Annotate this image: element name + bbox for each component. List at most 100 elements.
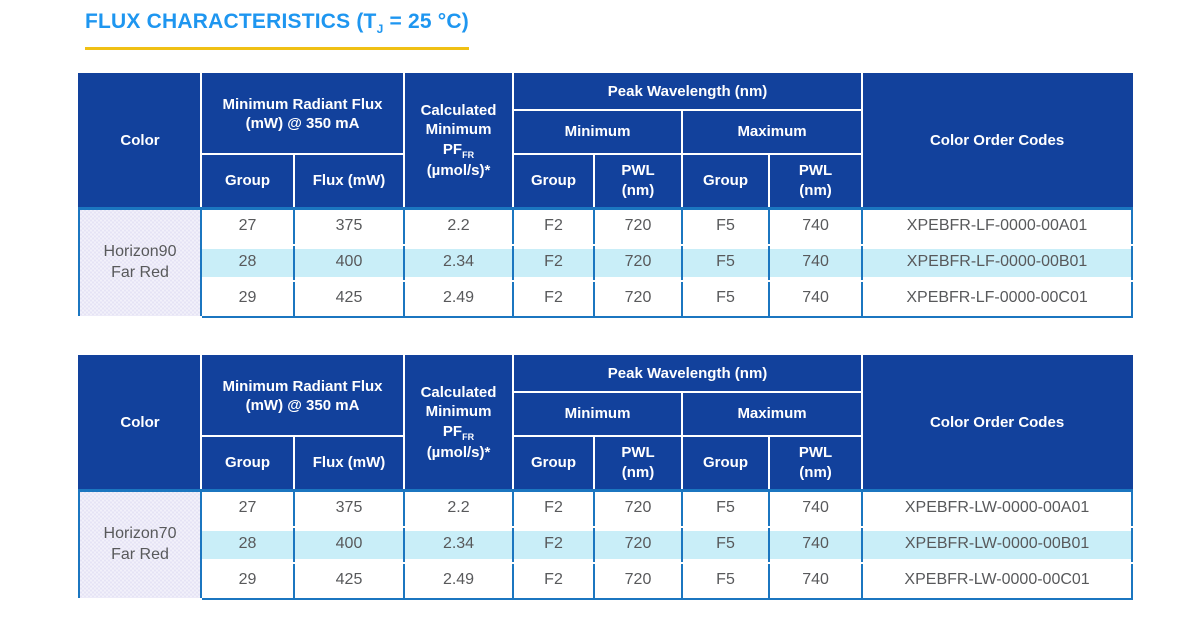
table-cell: F2	[512, 561, 596, 600]
order-code-cell: XPEBFR-LF-0000-00B01	[861, 243, 1134, 282]
pf-fr-subscript: FR	[462, 149, 475, 160]
header-group-flux: Group	[200, 435, 295, 491]
table-header: Color Minimum Radiant Flux (mW) @ 350 mA…	[78, 355, 1134, 491]
table-cell: 720	[593, 488, 684, 528]
header-pwl-max: PWL (nm)	[768, 153, 864, 209]
table-cell: 400	[292, 525, 406, 564]
header-row: Minimum Maximum	[79, 391, 1132, 437]
page-title-suffix: = 25 °C)	[383, 10, 469, 33]
table-cell: 740	[768, 243, 864, 282]
page-title-subscript: J	[376, 22, 384, 37]
header-row: Minimum Maximum	[79, 109, 1132, 155]
header-minimum: Minimum	[512, 391, 684, 437]
header-pwl-min: PWL (nm)	[593, 153, 684, 209]
header-maximum: Maximum	[681, 109, 864, 155]
table-cell: 425	[292, 561, 406, 600]
table-cell: 740	[768, 206, 864, 246]
table-cell: F5	[681, 279, 771, 318]
table-cell: F2	[512, 206, 596, 246]
table-cell: 720	[593, 243, 684, 282]
table-cell: 29	[200, 279, 295, 318]
color-cell: Horizon90 Far Red	[78, 206, 202, 318]
table-cell: 720	[593, 525, 684, 564]
table-body: Horizon70 Far Red 27 375 2.2 F2 720 F5 740 XPEBF…	[78, 488, 1134, 600]
flux-table-horizon90: Color Minimum Radiant Flux (mW) @ 350 mA…	[78, 73, 1134, 318]
table-cell: F5	[681, 243, 771, 282]
header-maximum: Maximum	[681, 391, 864, 437]
calc-min-text: Calculated Minimum PF	[420, 101, 497, 158]
order-code-cell: XPEBFR-LF-0000-00C01	[861, 279, 1134, 318]
order-code-cell: XPEBFR-LF-0000-00A01	[861, 206, 1134, 246]
header-group-flux: Group	[200, 153, 295, 209]
table-cell: 720	[593, 206, 684, 246]
color-cell: Horizon70 Far Red	[78, 488, 202, 600]
header-peak-wavelength: Peak Wavelength (nm)	[512, 73, 864, 111]
header-min-radiant-flux: Minimum Radiant Flux (mW) @ 350 mA	[199, 73, 406, 155]
table-cell: 2.34	[403, 525, 515, 564]
table-cell: F5	[681, 206, 771, 246]
table-cell: 28	[200, 243, 295, 282]
calc-min-units: (µmol/s)*	[426, 162, 491, 180]
table-cell: 2.34	[403, 243, 515, 282]
header-min-radiant-flux: Minimum Radiant Flux (mW) @ 350 mA	[199, 355, 406, 437]
table-header: Color Minimum Radiant Flux (mW) @ 350 mA…	[78, 73, 1134, 209]
table-cell: 740	[768, 488, 864, 528]
order-code-cell: XPEBFR-LW-0000-00A01	[861, 488, 1134, 528]
order-code-cell: XPEBFR-LW-0000-00B01	[861, 525, 1134, 564]
header-row: Group Flux (mW) Group PWL (nm) Group PWL…	[79, 435, 1132, 491]
table-cell: 27	[200, 206, 295, 246]
page-title-text: FLUX CHARACTERISTICS (T	[85, 10, 377, 33]
order-code-cell: XPEBFR-LW-0000-00C01	[861, 561, 1134, 600]
flux-table-horizon70: Color Minimum Radiant Flux (mW) @ 350 mA…	[78, 355, 1134, 600]
header-row: Color Minimum Radiant Flux (mW) @ 350 mA…	[78, 73, 1134, 209]
header-row: Group Flux (mW) Group PWL (nm) Group PWL…	[79, 153, 1132, 209]
table-cell: 375	[292, 206, 406, 246]
table-cell: F5	[681, 525, 771, 564]
calc-min-text: Calculated Minimum PF	[420, 383, 497, 440]
table-cell: 740	[768, 561, 864, 600]
pf-fr-subscript: FR	[462, 431, 475, 442]
header-minimum: Minimum	[512, 109, 684, 155]
header-color-order-codes: Color Order Codes	[861, 73, 1134, 209]
header-group-min: Group	[512, 435, 596, 491]
header-peak-wavelength: Peak Wavelength (nm)	[512, 355, 864, 393]
header-color-order-codes: Color Order Codes	[861, 355, 1134, 491]
header-row: Color Minimum Radiant Flux (mW) @ 350 mA…	[78, 355, 1134, 491]
header-color: Color	[78, 73, 202, 209]
table-cell: 29	[200, 561, 295, 600]
table-cell: 27	[200, 488, 295, 528]
calc-min-units: (µmol/s)*	[426, 444, 491, 462]
table-row: 29 425 2.49 F2 720 F5 740 XPEBFR-LF-0000-00C01	[79, 279, 1134, 318]
header-pwl-max: PWL (nm)	[768, 435, 864, 491]
header-calculated-min-pf: Calculated Minimum PFFR (µmol/s)*	[403, 73, 515, 209]
table-cell: F2	[512, 279, 596, 318]
header-pwl-min: PWL (nm)	[593, 435, 684, 491]
table-row: Horizon70 Far Red 27 375 2.2 F2 720 F5 740 XPEBF…	[78, 488, 1134, 600]
header-calculated-min-pf: Calculated Minimum PFFR (µmol/s)*	[403, 355, 515, 491]
table-cell: 400	[292, 243, 406, 282]
table-row: Horizon90 Far Red 27 375 2.2 F2 720 F5 740 XPEBF…	[78, 206, 1134, 318]
table-cell: 375	[292, 488, 406, 528]
table-cell: 740	[768, 525, 864, 564]
table-row: 29 425 2.49 F2 720 F5 740 XPEBFR-LW-0000-00C01	[79, 561, 1134, 600]
header-flux-mw: Flux (mW)	[292, 153, 406, 209]
header-flux-mw: Flux (mW)	[292, 435, 406, 491]
table-cell: 2.49	[403, 561, 515, 600]
table-cell: F2	[512, 243, 596, 282]
page-title: FLUX CHARACTERISTICS (TJ = 25 °C)	[85, 10, 469, 51]
table-cell: 425	[292, 279, 406, 318]
header-color: Color	[78, 355, 202, 491]
table-cell: 740	[768, 279, 864, 318]
header-group-min: Group	[512, 153, 596, 209]
table-cell: 720	[593, 279, 684, 318]
table-row: 28 400 2.34 F2 720 F5 740 XPEBFR-LF-0000-00B01	[79, 243, 1134, 282]
table-cell: F5	[681, 561, 771, 600]
table-body: Horizon90 Far Red 27 375 2.2 F2 720 F5 740 XPEBF…	[78, 206, 1134, 318]
table-cell: 28	[200, 525, 295, 564]
table-cell: F5	[681, 488, 771, 528]
header-group-max: Group	[681, 153, 771, 209]
table-cell: 2.49	[403, 279, 515, 318]
header-group-max: Group	[681, 435, 771, 491]
table-cell: F2	[512, 525, 596, 564]
table-cell: 2.2	[403, 488, 515, 528]
